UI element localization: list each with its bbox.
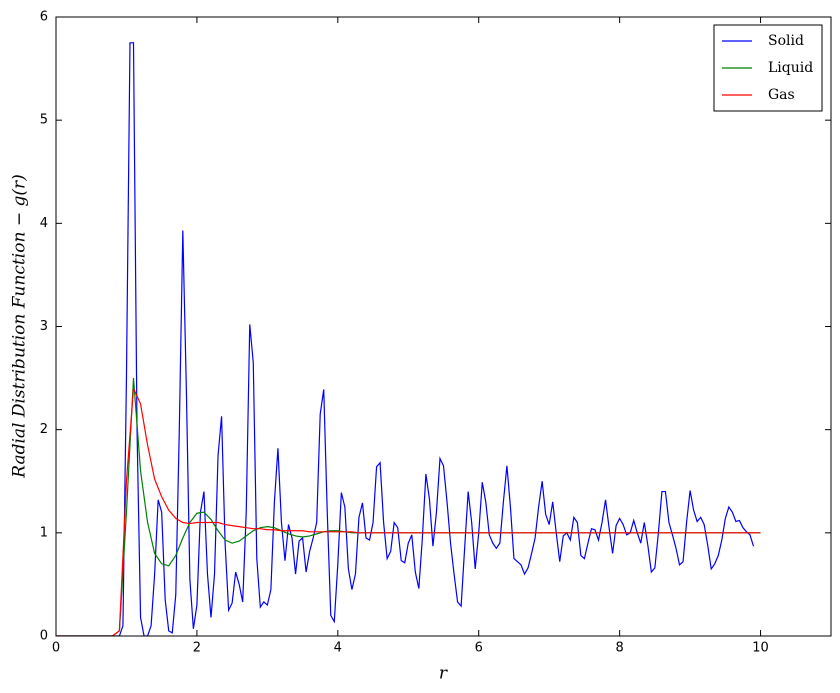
- data-line: [56, 42, 755, 636]
- y-tick-label: 5: [40, 113, 48, 128]
- legend-label: Gas: [768, 87, 795, 103]
- y-tick-label: 3: [40, 319, 48, 334]
- y-axis-label: Radial Distribution Function − g(r): [10, 174, 30, 479]
- x-tick-label: 8: [615, 641, 623, 656]
- y-tick-label: 1: [40, 525, 48, 540]
- x-tick-label: 10: [752, 641, 769, 656]
- x-tick-label: 0: [52, 641, 60, 656]
- y-tick-label: 6: [40, 10, 48, 25]
- legend-label: Liquid: [768, 60, 813, 76]
- legend-label: Solid: [768, 33, 804, 49]
- x-tick-label: 6: [475, 641, 483, 656]
- x-axis-label: r: [439, 664, 448, 684]
- x-tick-label: 4: [334, 641, 342, 656]
- y-tick-label: 2: [40, 422, 48, 437]
- data-line: [56, 388, 761, 636]
- y-tick-label: 4: [40, 216, 48, 231]
- data-line: [56, 378, 761, 636]
- x-tick-label: 2: [193, 641, 201, 656]
- y-tick-label: 0: [40, 629, 48, 644]
